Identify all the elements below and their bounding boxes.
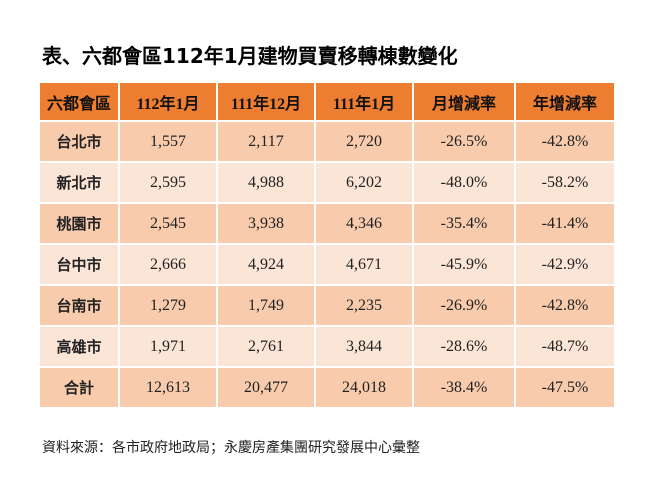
table-cell: 2,720 <box>314 120 414 163</box>
table-cell: 20,477 <box>216 366 316 409</box>
table-cell: 4,671 <box>314 243 414 286</box>
table-cell: 2,761 <box>216 325 316 368</box>
table-cell: 2,235 <box>314 284 414 327</box>
table-cell: -45.9% <box>412 243 516 286</box>
table-cell: -42.9% <box>514 243 616 286</box>
table-row: 高雄市 1,971 2,761 3,844 -28.6% -48.7% <box>38 325 616 368</box>
row-label: 台北市 <box>38 120 120 163</box>
row-label: 桃園市 <box>38 202 120 245</box>
header-cell: 六都會區 <box>38 81 120 122</box>
table-cell: 4,924 <box>216 243 316 286</box>
title: 表、六都會區112年1月建物買賣移轉棟數變化 <box>42 44 458 68</box>
table-row: 桃園市 2,545 3,938 4,346 -35.4% -41.4% <box>38 202 616 245</box>
header-row: 六都會區 112年1月 111年12月 111年1月 月增減率 年增減率 <box>38 81 616 122</box>
table-cell: 12,613 <box>118 366 218 409</box>
footnote: 資料來源：各市政府地政局；永慶房產集團研究發展中心彙整 <box>42 440 420 456</box>
header-cell: 112年1月 <box>118 81 218 122</box>
table-row: 台中市 2,666 4,924 4,671 -45.9% -42.9% <box>38 243 616 286</box>
header-cell: 月增減率 <box>412 81 516 122</box>
table-cell: -48.0% <box>412 161 516 204</box>
table-cell: -28.6% <box>412 325 516 368</box>
row-label: 新北市 <box>38 161 120 204</box>
table-cell: 2,666 <box>118 243 218 286</box>
table-row: 台北市 1,557 2,117 2,720 -26.5% -42.8% <box>38 120 616 163</box>
table-cell: 24,018 <box>314 366 414 409</box>
table-cell: 1,749 <box>216 284 316 327</box>
table-cell: 3,844 <box>314 325 414 368</box>
table-cell: 1,971 <box>118 325 218 368</box>
table-cell: -48.7% <box>514 325 616 368</box>
data-table: 六都會區 112年1月 111年12月 111年1月 月增減率 年增減率 台北市 1,557… <box>38 81 616 409</box>
row-label: 台中市 <box>38 243 120 286</box>
table-body: 台北市 1,557 2,117 2,720 -26.5% -42.8% 新北市 2,595 4,… <box>38 120 616 409</box>
header-cell: 年增減率 <box>514 81 616 122</box>
table-cell: -26.5% <box>412 120 516 163</box>
table-cell: 1,557 <box>118 120 218 163</box>
table-cell: -42.8% <box>514 120 616 163</box>
table-cell: 4,988 <box>216 161 316 204</box>
table-cell: -38.4% <box>412 366 516 409</box>
table-cell: 2,117 <box>216 120 316 163</box>
table-cell: -26.9% <box>412 284 516 327</box>
row-label: 台南市 <box>38 284 120 327</box>
row-label: 合計 <box>38 366 120 409</box>
table-cell: 3,938 <box>216 202 316 245</box>
table-cell: -42.8% <box>514 284 616 327</box>
table-cell: -41.4% <box>514 202 616 245</box>
table-cell: 4,346 <box>314 202 414 245</box>
table-cell: -58.2% <box>514 161 616 204</box>
table-row: 台南市 1,279 1,749 2,235 -26.9% -42.8% <box>38 284 616 327</box>
header-cell: 111年1月 <box>314 81 414 122</box>
header-cell: 111年12月 <box>216 81 316 122</box>
table-row: 新北市 2,595 4,988 6,202 -48.0% -58.2% <box>38 161 616 204</box>
table-cell: -47.5% <box>514 366 616 409</box>
table-cell: -35.4% <box>412 202 516 245</box>
table-cell: 1,279 <box>118 284 218 327</box>
table-cell: 6,202 <box>314 161 414 204</box>
row-label: 高雄市 <box>38 325 120 368</box>
table-row: 合計 12,613 20,477 24,018 -38.4% -47.5% <box>38 366 616 409</box>
table-cell: 2,595 <box>118 161 218 204</box>
table-cell: 2,545 <box>118 202 218 245</box>
